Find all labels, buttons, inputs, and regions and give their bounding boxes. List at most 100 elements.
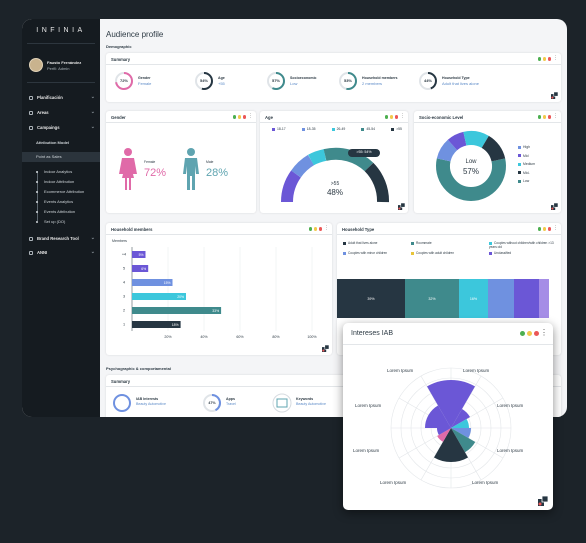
male-pct: 28% <box>206 167 229 179</box>
sidebar-item-point-of-sales[interactable]: Point as Sales <box>22 152 100 162</box>
bar-3 <box>132 293 186 300</box>
summary-pct: 57% <box>271 78 280 83</box>
export-icon[interactable] <box>398 203 405 210</box>
x-tick-label: 40% <box>200 335 208 339</box>
age-legend-item: >55 <box>391 127 402 131</box>
sidebar-item-campaings[interactable]: Campaings ⌄ <box>29 124 95 130</box>
sidebar: INFINIA Fausto Fernández Perfil: Admin P… <box>22 19 100 417</box>
segment-label: 39% <box>367 297 375 301</box>
bar-2 <box>132 307 222 314</box>
age-legend: 18-17 18-35 26-49 45-54 >55 <box>272 127 402 131</box>
app-window: INFINIA Fausto Fernández Perfil: Admin P… <box>22 19 567 417</box>
section-psychographic: Psychographic & comportamental <box>106 366 171 371</box>
iab-ring <box>113 394 131 412</box>
socio-legend-item: Low <box>518 179 535 183</box>
search-icon <box>29 236 33 241</box>
more-options-icon[interactable]: ⋮ <box>324 225 329 231</box>
legend-swatch <box>411 251 414 255</box>
legend-swatch <box>411 241 414 245</box>
sidebar-item-attribution-model[interactable]: Attribution Model <box>36 140 70 145</box>
bar-value-label: 5% <box>139 253 144 257</box>
radar-wedge <box>437 428 451 435</box>
household-type-chart: 39% 32% 16% <box>337 279 549 318</box>
stacked-segment <box>337 279 405 318</box>
status-dot-yellow <box>542 57 546 61</box>
more-options-icon[interactable]: ⋮ <box>540 328 548 337</box>
chevron-down-icon: ⌄ <box>90 109 95 115</box>
more-options-icon[interactable]: ⋮ <box>553 55 558 61</box>
radar-wedge <box>451 428 471 438</box>
main-content: Audience profile Demographic Summary ⋮ 7… <box>100 19 567 417</box>
socio-legend-item: High <box>518 145 535 149</box>
status-dots <box>537 57 551 61</box>
summary-label: Household members <box>362 76 398 81</box>
more-options-icon[interactable]: ⋮ <box>400 113 405 119</box>
legend-swatch <box>489 251 492 255</box>
psy-item-iab: IAB Interests Beauty Automotive <box>136 397 166 406</box>
export-icon[interactable] <box>551 92 558 99</box>
bar-value-label: 18% <box>172 323 179 327</box>
status-dots <box>308 227 322 231</box>
radar-wedge <box>451 428 476 453</box>
gender-card: Gender ⋮ Female 72% Male 28% <box>106 111 256 213</box>
sidebar-subitem[interactable]: Set up (DO) <box>44 219 66 224</box>
sidebar-item-brand-research[interactable]: Brand Research Tool ⌄ <box>29 235 95 241</box>
male-figure-icon <box>183 148 199 190</box>
radar-label: Lorem Ipsum <box>387 368 414 373</box>
summary-donut: 72% <box>114 71 134 91</box>
segment-label: 16% <box>470 297 478 301</box>
sidebar-subitem[interactable]: Events Attribution <box>44 209 76 214</box>
socio-donut <box>436 131 506 201</box>
iab-popup: Intereses IAB ⋮ Lorem Ipsum Lorem Ipsum Lo… <box>343 323 553 510</box>
export-icon[interactable] <box>322 345 329 352</box>
section-demographic: Demographic <box>106 44 132 49</box>
household-type-legend-item: Couples without children/with children >… <box>489 241 554 249</box>
psy-item-apps: Apps Travel <box>226 397 236 406</box>
summary-value: Low <box>290 80 298 86</box>
legend-swatch <box>391 127 395 131</box>
more-options-icon[interactable]: ⋮ <box>553 113 558 119</box>
socio-slice-low <box>436 158 506 201</box>
age-tooltip: >55: 54% <box>356 150 372 154</box>
megaphone-icon <box>29 125 33 130</box>
summary-donut: 54% <box>194 71 214 91</box>
bar-1 <box>132 321 181 328</box>
radar-wedge <box>437 428 451 442</box>
y-tick-label: 1 <box>123 323 125 327</box>
radar-label: Lorem Ipsum <box>497 448 524 453</box>
household-type-legend: Adult that lives alone Roommate Couples wi… <box>343 241 555 267</box>
sidebar-subitem[interactable]: Events Analytics <box>44 199 74 204</box>
summary-value: Female <box>138 80 152 86</box>
more-options-icon[interactable]: ⋮ <box>248 113 253 119</box>
socio-legend-item: Medium <box>518 162 535 166</box>
sidebar-subitem[interactable]: Indoor Analytics <box>44 169 73 174</box>
bar-4 <box>132 279 173 286</box>
legend-swatch <box>518 179 521 183</box>
export-icon[interactable] <box>538 496 548 506</box>
socio-center-value: 57% <box>462 167 479 176</box>
avatar[interactable] <box>29 58 43 72</box>
radar-wedge <box>451 419 469 428</box>
x-tick-label: 20% <box>164 335 172 339</box>
card-title: Household members <box>111 227 153 232</box>
legend-swatch <box>331 127 335 131</box>
sidebar-item-anni[interactable]: ANNI ⌄ <box>29 249 95 255</box>
sidebar-item-planificacion[interactable]: Planificación ⌄ <box>29 94 95 100</box>
legend-swatch <box>301 127 305 131</box>
more-options-icon[interactable]: ⋮ <box>553 225 558 231</box>
bar-value-label: 15% <box>164 281 171 285</box>
summary-pct: 72% <box>119 78 128 83</box>
household-type-legend-item: Adult that lives alone <box>343 241 407 245</box>
summary-value: 2 members <box>362 80 383 86</box>
radar-wedge <box>451 408 471 428</box>
iab-radar-chart <box>390 367 512 489</box>
bar-value-label: 33% <box>212 309 219 313</box>
sidebar-subitem[interactable]: Ecommerce Attribution <box>44 189 85 194</box>
card-title: Socio-economic Level <box>419 115 464 120</box>
sidebar-subitem[interactable]: Indoor Attribution <box>44 179 75 184</box>
sidebar-item-areas[interactable]: Areas ⌄ <box>29 109 95 115</box>
socio-legend-item: Mid- <box>518 171 535 175</box>
apps-pct: 47% <box>208 401 216 405</box>
keywords-icon <box>272 393 292 413</box>
export-icon[interactable] <box>551 203 558 210</box>
